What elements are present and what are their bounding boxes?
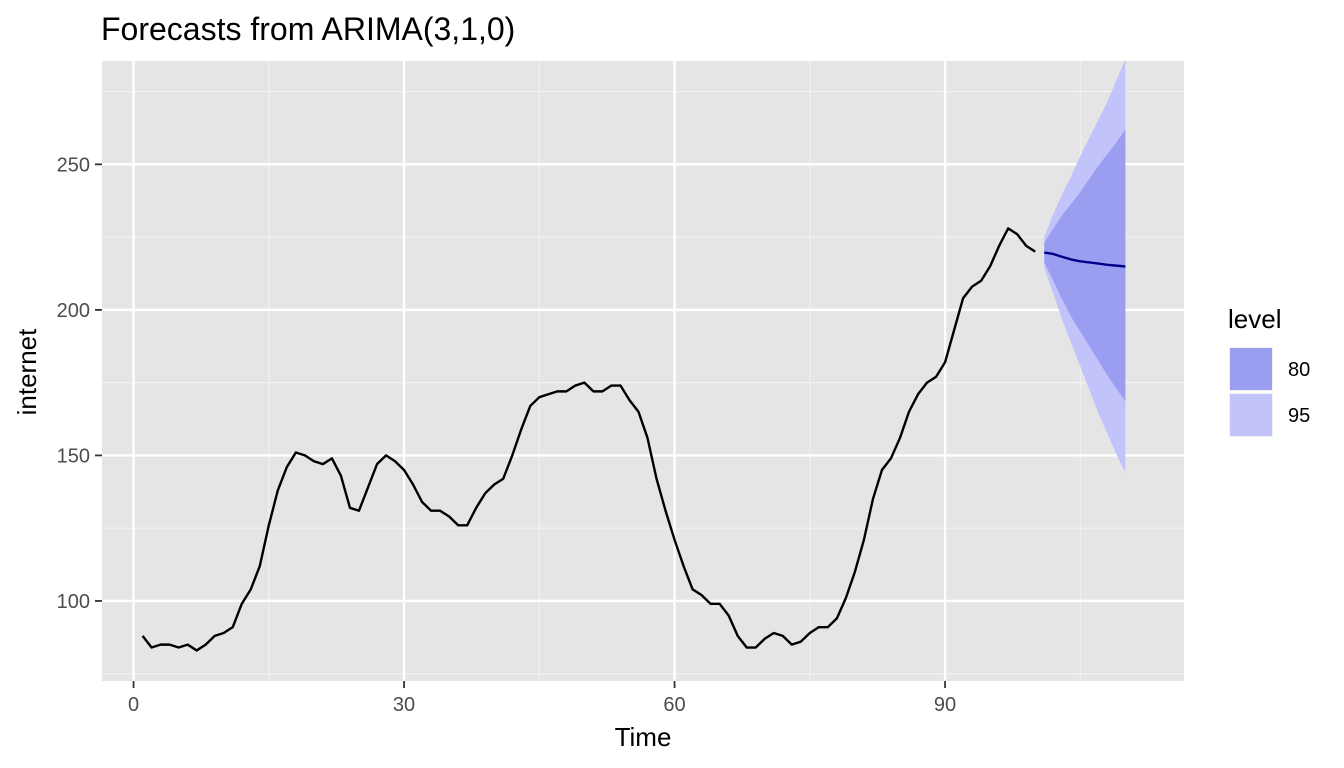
forecast-bands [1044, 59, 1126, 473]
x-tick-label: 30 [393, 694, 415, 716]
grid-lines [102, 61, 1184, 681]
axes: 0 30 60 90 100 150 200 250 [57, 154, 957, 716]
legend-swatch-80 [1230, 348, 1272, 390]
forecast-series-line [1044, 251, 1126, 268]
y-tick-label: 150 [57, 445, 90, 467]
x-axis-title: Time [615, 722, 672, 752]
x-tick-label: 90 [934, 694, 956, 716]
plot-panel [102, 61, 1184, 681]
chart-title: Forecasts from ARIMA(3,1,0) [101, 11, 515, 47]
x-tick-label: 0 [128, 694, 139, 716]
legend-title: level [1228, 304, 1281, 334]
legend-swatch-95 [1230, 394, 1272, 436]
legend-entries: 80 95 [1229, 347, 1310, 437]
y-axis-title: internet [12, 328, 42, 415]
x-tick-label: 60 [663, 694, 685, 716]
legend: level 80 95 [1228, 304, 1310, 437]
series-lines [141, 227, 1126, 652]
y-tick-label: 200 [57, 300, 90, 322]
legend-label-95: 95 [1288, 405, 1310, 427]
observed-series-line [141, 227, 1036, 652]
y-tick-label: 250 [57, 154, 90, 176]
legend-label-80: 80 [1288, 359, 1310, 381]
forecast-band-80 [1044, 129, 1126, 402]
y-tick-label: 100 [57, 591, 90, 613]
